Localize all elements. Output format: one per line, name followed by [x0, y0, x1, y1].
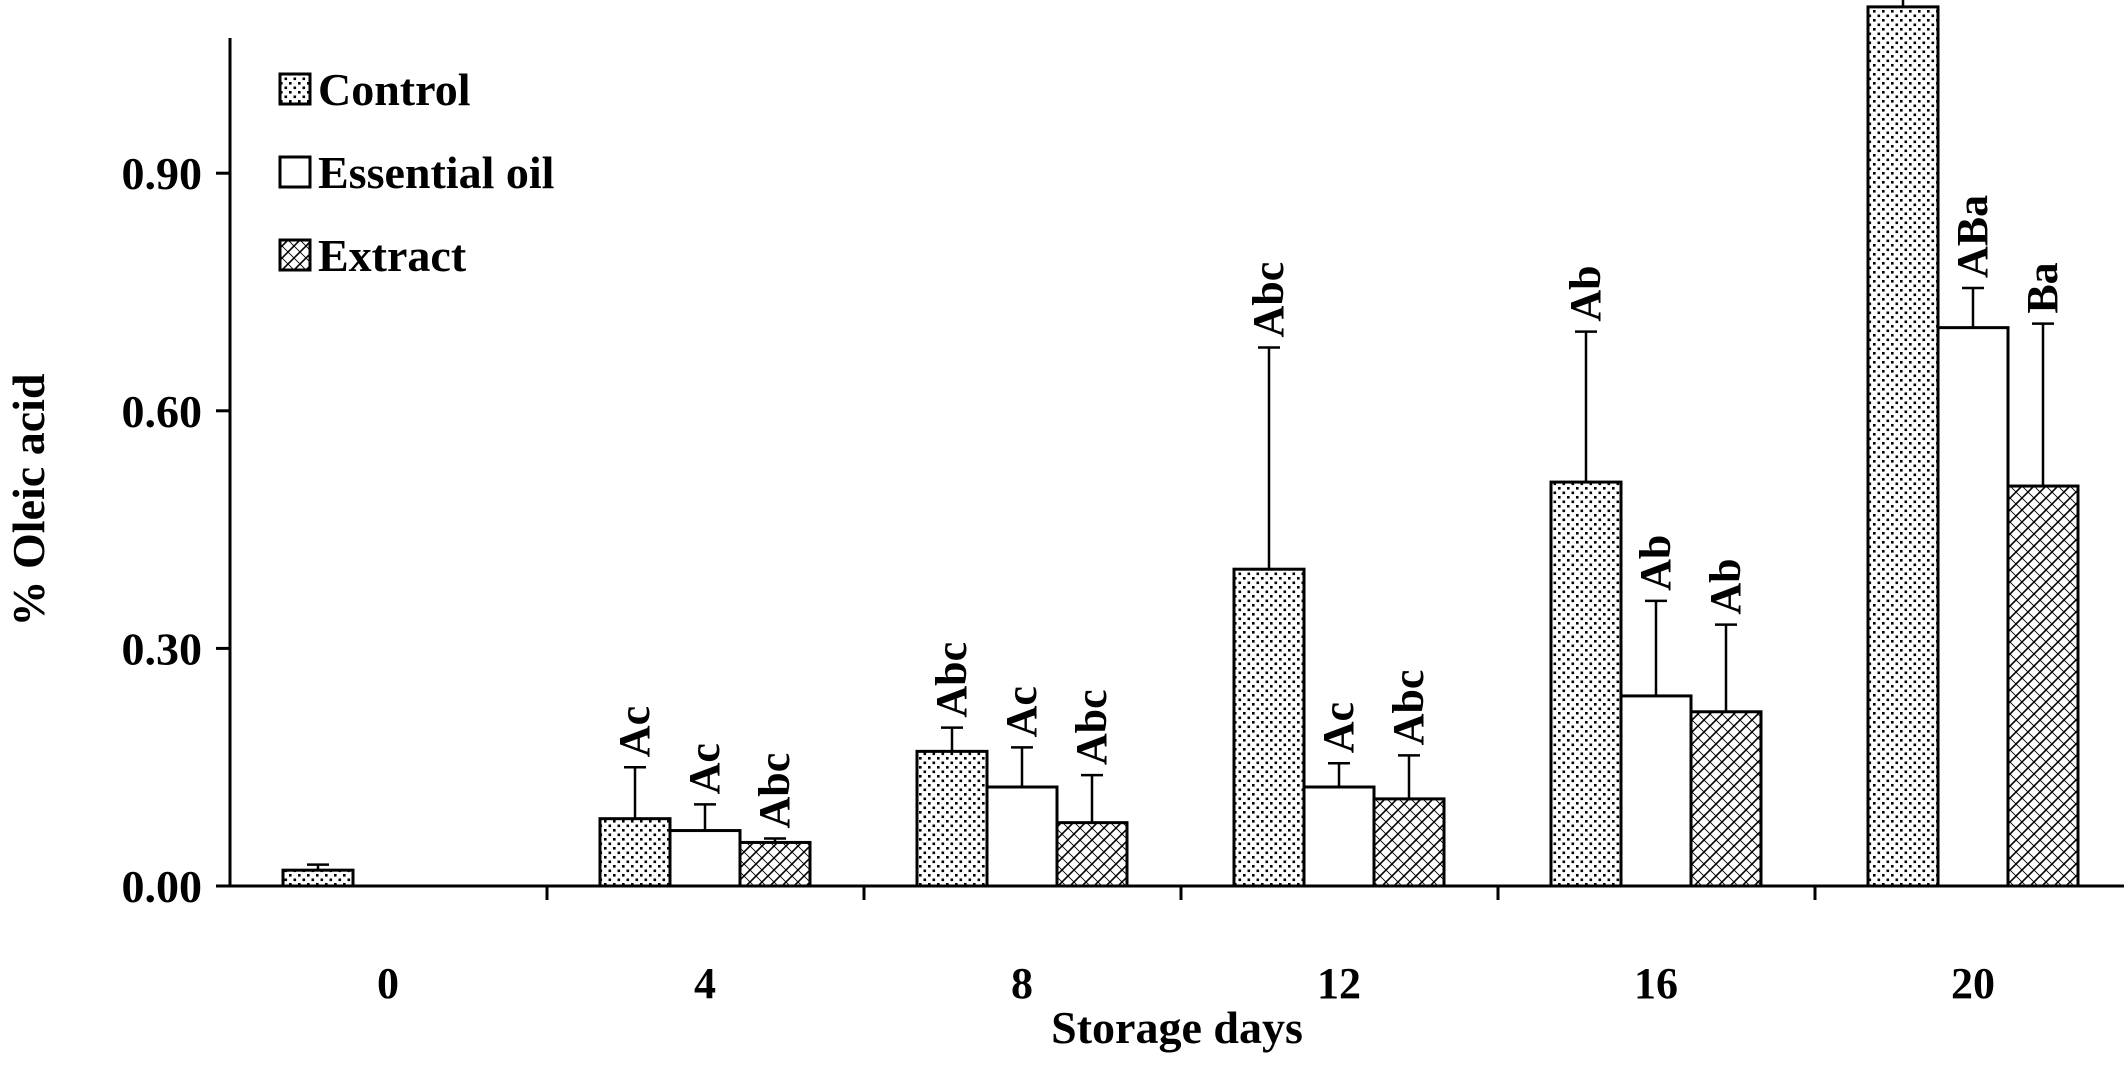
y-tick-label: 0.30 — [122, 623, 203, 674]
bar-extract — [1689, 710, 1763, 888]
bar-control — [915, 749, 989, 888]
bar-control — [1549, 480, 1623, 888]
legend-item: Control — [278, 64, 471, 115]
legend-swatch — [278, 155, 312, 189]
legend-label: Extract — [318, 230, 467, 281]
bar-essential-oil — [1302, 785, 1376, 888]
x-tick-label: 12 — [1317, 959, 1361, 1008]
legend-swatch — [278, 72, 312, 106]
significance-label: Ab — [1701, 558, 1750, 614]
significance-label: Abc — [750, 753, 799, 829]
legend-label: Control — [318, 64, 471, 115]
significance-label: Ba — [2018, 262, 2067, 313]
bar-essential-oil — [1619, 694, 1693, 888]
y-tick-label: 0.00 — [122, 861, 203, 912]
bar-extract — [738, 840, 812, 888]
x-tick-label: 0 — [377, 959, 399, 1008]
significance-label: Abc — [1244, 262, 1293, 338]
bar-control — [1866, 5, 1940, 888]
y-tick-label: 0.60 — [122, 386, 203, 437]
bar-extract — [1372, 797, 1446, 888]
significance-label: Ac — [1314, 702, 1363, 753]
significance-label: Abc — [927, 642, 976, 718]
legend-label: Essential oil — [318, 147, 554, 198]
significance-label: Abc — [1384, 670, 1433, 746]
legend-swatch — [278, 238, 312, 272]
bar-extract — [2006, 484, 2080, 888]
x-axis-title: Storage days — [1051, 1002, 1303, 1053]
bar-essential-oil — [985, 785, 1059, 888]
significance-label: Ab — [1561, 265, 1610, 321]
y-tick-label: 0.90 — [122, 148, 203, 199]
significance-label: Ac — [680, 743, 729, 794]
significance-label: Ab — [1631, 535, 1680, 591]
x-tick-label: 16 — [1634, 959, 1678, 1008]
significance-label: ABa — [1948, 195, 1997, 278]
y-axis-title: % Oleic acid — [3, 373, 54, 626]
significance-label: Ac — [610, 706, 659, 757]
x-tick-label: 20 — [1951, 959, 1995, 1008]
x-tick-label: 4 — [694, 959, 716, 1008]
bar-control — [1232, 567, 1306, 888]
significance-label: Ac — [997, 686, 1046, 737]
significance-label: Abc — [1067, 689, 1116, 765]
legend-item: Essential oil — [278, 147, 554, 198]
bar-extract — [1055, 821, 1129, 888]
bar-control — [281, 868, 355, 888]
x-tick-label: 8 — [1011, 959, 1033, 1008]
legend-item: Extract — [278, 230, 467, 281]
bar-control — [598, 817, 672, 888]
bar-essential-oil — [668, 829, 742, 888]
bar-essential-oil — [1936, 326, 2010, 888]
